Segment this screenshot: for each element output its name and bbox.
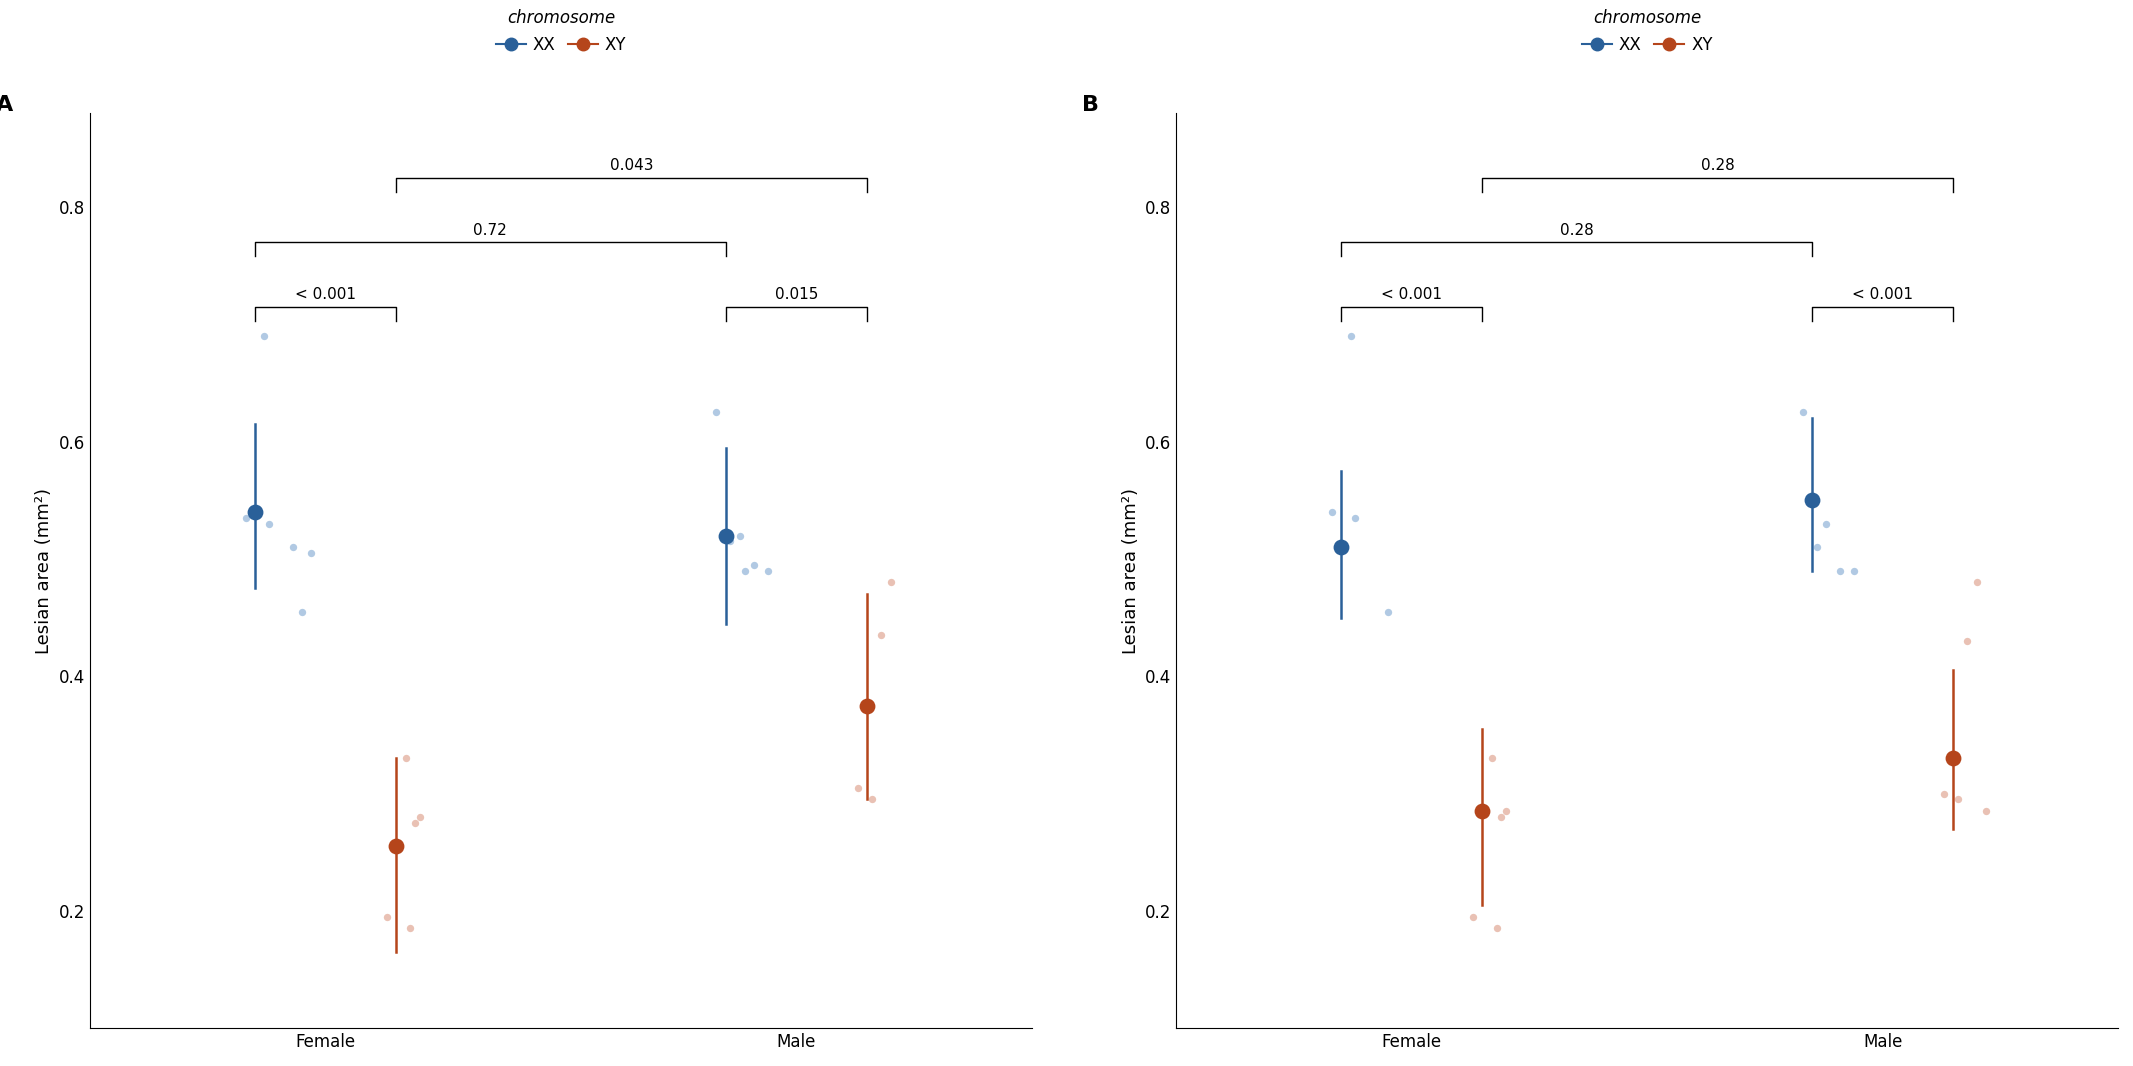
Point	[864, 627, 898, 644]
Text: < 0.001: < 0.001	[1851, 287, 1913, 302]
Y-axis label: Lesian area (mm²): Lesian area (mm²)	[1122, 488, 1139, 653]
Point	[1465, 803, 1499, 820]
Point	[1325, 538, 1359, 555]
Point	[294, 545, 328, 562]
Point	[228, 510, 262, 527]
Point	[1960, 574, 1994, 591]
Point	[1969, 803, 2003, 820]
Point	[1337, 510, 1372, 527]
Text: 0.28: 0.28	[1559, 223, 1593, 238]
Y-axis label: Lesian area (mm²): Lesian area (mm²)	[36, 488, 53, 653]
Point	[723, 527, 757, 544]
Point	[751, 562, 785, 579]
Point	[392, 920, 427, 937]
Point	[855, 791, 889, 808]
Point	[1800, 538, 1834, 555]
Point	[380, 838, 414, 855]
Text: < 0.001: < 0.001	[294, 287, 356, 302]
Point	[1372, 603, 1406, 620]
Point	[1941, 791, 1975, 808]
Point	[239, 503, 273, 520]
Text: B: B	[1081, 95, 1098, 115]
Point	[1809, 515, 1843, 532]
Point	[700, 404, 734, 421]
Point	[399, 814, 433, 831]
Point	[1926, 785, 1960, 802]
Point	[727, 562, 761, 579]
Point	[1824, 562, 1858, 579]
Text: 0.015: 0.015	[774, 287, 819, 302]
Text: 0.28: 0.28	[1700, 158, 1734, 173]
Point	[369, 908, 403, 925]
Point	[1785, 404, 1819, 421]
Legend: XX, XY: XX, XY	[1574, 3, 1719, 61]
Point	[1474, 749, 1508, 766]
Point	[708, 527, 742, 544]
Point	[1489, 803, 1523, 820]
Point	[1457, 908, 1491, 925]
Point	[286, 603, 320, 620]
Point	[252, 515, 286, 532]
Point	[849, 697, 883, 714]
Point	[712, 533, 747, 550]
Point	[1837, 562, 1871, 579]
Point	[1950, 632, 1984, 649]
Point	[840, 779, 875, 796]
Text: 0.043: 0.043	[610, 158, 653, 173]
Point	[403, 808, 437, 825]
Text: A: A	[0, 95, 13, 115]
Point	[1480, 920, 1514, 937]
Point	[388, 749, 422, 766]
Point	[736, 556, 770, 574]
Point	[247, 327, 282, 344]
Point	[1333, 327, 1367, 344]
Point	[275, 538, 309, 555]
Point	[1485, 808, 1519, 825]
Point	[1937, 749, 1971, 766]
Point	[1794, 491, 1828, 508]
Point	[1314, 503, 1348, 520]
Point	[875, 574, 909, 591]
Text: < 0.001: < 0.001	[1382, 287, 1442, 302]
Legend: XX, XY: XX, XY	[488, 3, 634, 61]
Text: 0.72: 0.72	[474, 223, 508, 238]
